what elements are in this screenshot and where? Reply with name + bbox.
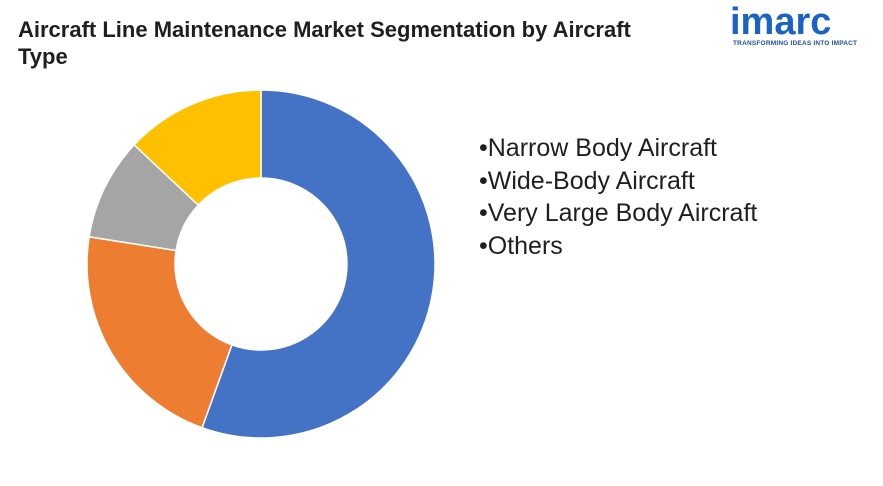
donut-slice-wide-body-aircraft	[86, 235, 233, 429]
imarc-logo: imarc TRANSFORMING IDEAS INTO IMPACT	[730, 2, 870, 52]
legend-item: •Wide-Body Aircraft	[479, 166, 695, 195]
donut-slices	[86, 89, 436, 439]
logo-word: imarc	[730, 1, 832, 43]
donut-slice-others	[133, 89, 262, 207]
logo-tagline: TRANSFORMING IDEAS INTO IMPACT	[733, 40, 858, 47]
chart-title: Aircraft Line Maintenance Market Segment…	[18, 17, 631, 69]
legend-item: •Others	[479, 231, 563, 260]
legend-item: •Very Large Body Aircraft	[479, 199, 758, 227]
legend-item: •Narrow Body Aircraft	[479, 134, 717, 162]
donut-slice-narrow-body-aircraft	[201, 89, 436, 439]
legend: •Narrow Body Aircraft •Wide-Body Aircraf…	[479, 132, 757, 262]
